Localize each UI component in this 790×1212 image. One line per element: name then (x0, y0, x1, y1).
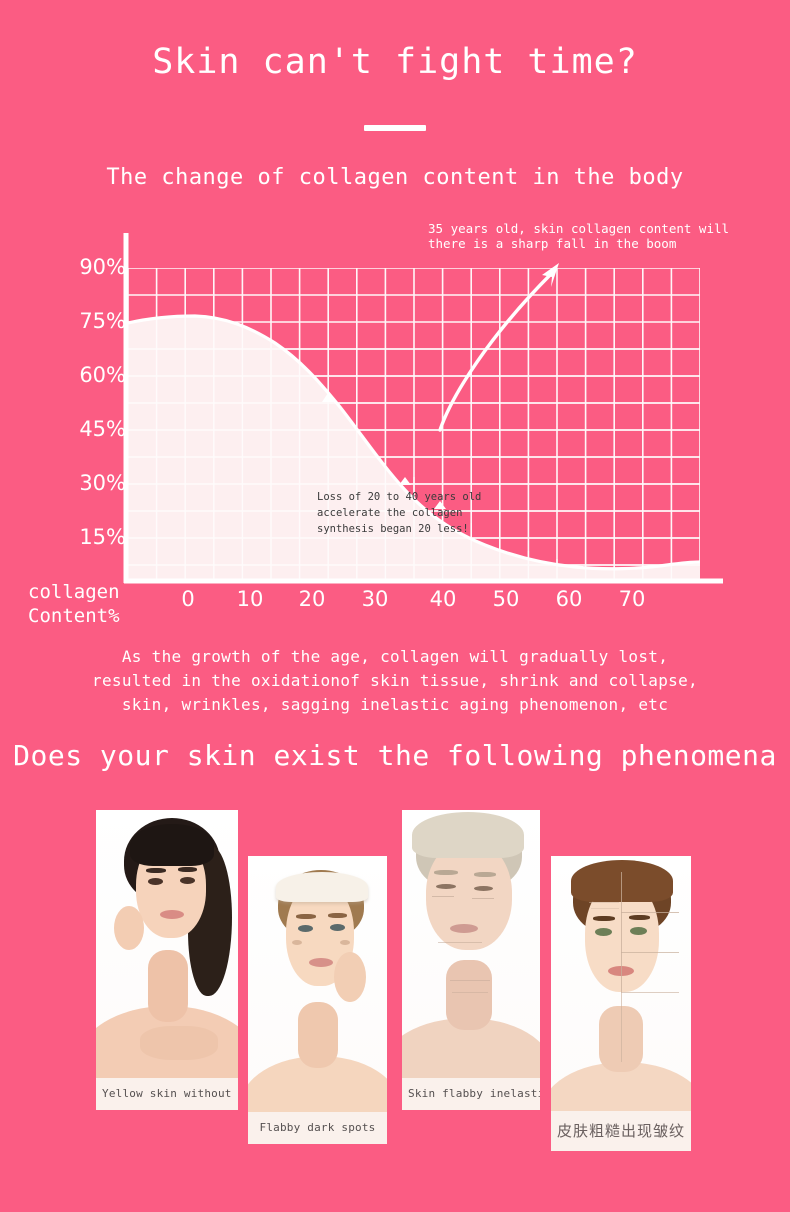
portrait-mature-woman (402, 810, 540, 1078)
chart-curve-line (128, 314, 700, 571)
card-3-caption: Skin flabby inelastic (402, 1078, 540, 1110)
y-tick-45: 45% (79, 417, 126, 441)
x-tick-50: 50 (492, 587, 520, 611)
section-heading: Does your skin exist the following pheno… (13, 739, 777, 772)
x-tick-60: 60 (555, 587, 583, 611)
x-tick-70: 70 (618, 587, 646, 611)
card-4-photo (551, 856, 691, 1111)
phenomenon-card-4[interactable]: 皮肤粗糙出现皱纹 (551, 856, 691, 1151)
phenomenon-card-3[interactable]: Skin flabby inelastic (402, 810, 540, 1110)
y-tick-90: 90% (79, 255, 126, 279)
description-paragraph: As the growth of the age, collagen will … (0, 645, 790, 717)
phenomenon-card-1[interactable]: Yellow skin without luster (96, 810, 238, 1110)
chart-svg (123, 233, 723, 584)
annotation-loss: Loss of 20 to 40 years old accelerate th… (317, 489, 481, 537)
chart-data-markers (322, 393, 446, 509)
description-line-3: skin, wrinkles, sagging inelastic aging … (121, 695, 669, 714)
x-tick-20: 20 (298, 587, 326, 611)
page-title: Skin can't fight time? (152, 42, 638, 82)
chart-y-axis-title: collagen Content% (28, 580, 148, 628)
portrait-split-comparison (551, 856, 691, 1111)
chart-callout-arrow (438, 271, 554, 432)
chart-y-axis-title-line2: Content% (28, 605, 120, 627)
card-2-caption: Flabby dark spots (248, 1112, 387, 1144)
portrait-young-woman (96, 810, 238, 1078)
title-divider (364, 125, 426, 131)
card-4-caption: 皮肤粗糙出现皱纹 (551, 1111, 691, 1151)
description-line-2: resulted in the oxidationof skin tissue,… (92, 671, 698, 690)
card-1-caption: Yellow skin without luster (96, 1078, 238, 1110)
annotation-sharp-fall: 35 years old, skin collagen content will… (428, 221, 729, 251)
collagen-chart: 90% 75% 60% 45% 30% 15% 0 10 20 30 40 50… (0, 215, 790, 635)
card-1-photo (96, 810, 238, 1078)
annotation-sharp-fall-line1: 35 years old, skin collagen content will (428, 221, 730, 236)
annotation-loss-line3: synthesis began 20 less! (317, 523, 469, 535)
chart-callout-arrowhead (542, 263, 559, 287)
card-2-photo (248, 856, 387, 1112)
chart-gridlines-overlay (128, 315, 700, 583)
phenomenon-card-2[interactable]: Flabby dark spots (248, 856, 387, 1144)
chart-plot-area (128, 268, 700, 583)
y-tick-30: 30% (79, 471, 126, 495)
y-tick-60: 60% (79, 363, 126, 387)
x-tick-40: 40 (429, 587, 457, 611)
annotation-loss-line2: accelerate the collagen (317, 507, 463, 519)
chart-title: The change of collagen content in the bo… (106, 165, 684, 190)
x-tick-0: 0 (181, 587, 195, 611)
annotation-loss-line1: Loss of 20 to 40 years old (317, 491, 482, 503)
annotation-sharp-fall-line2: there is a sharp fall in the boom (428, 236, 677, 251)
card-3-photo (402, 810, 540, 1078)
description-line-1: As the growth of the age, collagen will … (121, 647, 669, 666)
x-tick-10: 10 (236, 587, 264, 611)
x-tick-30: 30 (361, 587, 389, 611)
y-tick-75: 75% (79, 309, 126, 333)
portrait-woman-headband (248, 856, 387, 1112)
chart-y-axis-title-line1: collagen (28, 581, 120, 603)
y-tick-15: 15% (79, 525, 126, 549)
